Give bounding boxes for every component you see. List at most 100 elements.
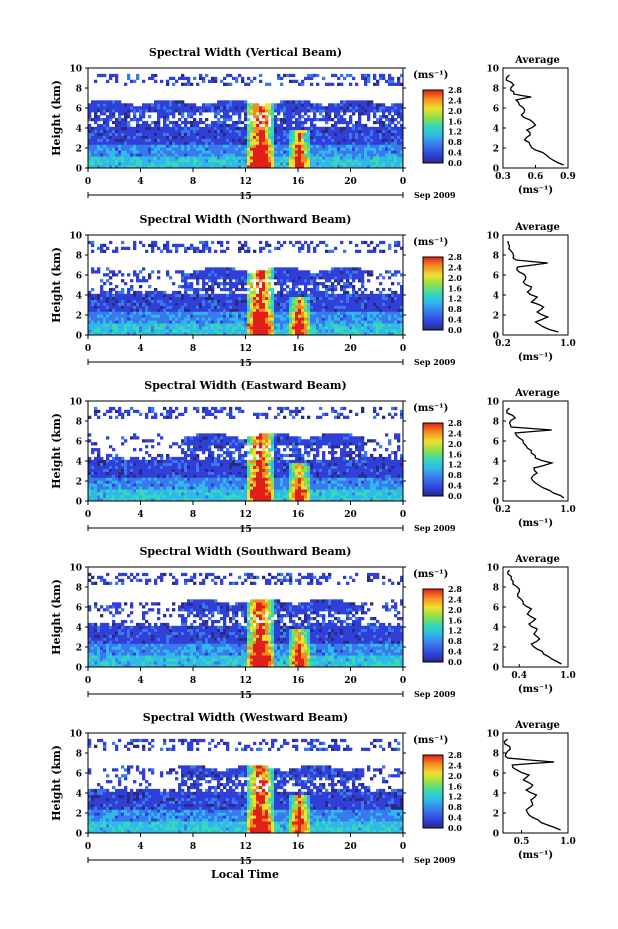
heatmap-cell bbox=[202, 141, 206, 145]
heatmap-cell bbox=[391, 76, 395, 81]
heatmap-cell bbox=[328, 302, 332, 306]
heatmap-cell bbox=[370, 320, 374, 324]
heatmap-cell bbox=[103, 296, 107, 300]
heatmap-cell bbox=[301, 308, 305, 312]
heatmap-cell bbox=[157, 471, 161, 475]
heatmap-cell bbox=[211, 79, 215, 83]
heatmap-cell bbox=[295, 165, 299, 169]
heatmap-cell bbox=[127, 329, 131, 333]
heatmap-cell bbox=[385, 162, 389, 166]
heatmap-cell bbox=[331, 132, 335, 136]
heatmap-cell bbox=[394, 135, 398, 139]
heatmap-cell bbox=[286, 100, 290, 104]
heatmap-cell bbox=[250, 109, 254, 113]
heatmap-cell bbox=[286, 305, 290, 309]
heatmap-cell bbox=[289, 323, 293, 327]
heatmap-cell bbox=[235, 165, 239, 169]
heatmap-cell bbox=[121, 106, 125, 110]
heatmap-cell bbox=[94, 296, 98, 300]
heatmap-cell bbox=[169, 138, 173, 142]
heatmap-cell bbox=[181, 243, 185, 248]
heatmap-cell bbox=[379, 311, 383, 315]
heatmap-cell bbox=[94, 483, 98, 487]
heatmap-cell bbox=[145, 135, 149, 139]
heatmap-cell bbox=[250, 120, 254, 125]
heatmap-cell bbox=[118, 323, 122, 327]
heatmap-cell bbox=[334, 246, 338, 250]
heatmap-cell bbox=[259, 296, 263, 300]
heatmap-cell bbox=[289, 276, 293, 280]
heatmap-cell bbox=[88, 118, 92, 122]
heatmap-cell bbox=[142, 314, 146, 318]
heatmap-cell bbox=[256, 299, 260, 303]
heatmap-cell bbox=[157, 329, 161, 333]
heatmap-cell bbox=[112, 311, 116, 315]
heatmap-cell bbox=[349, 267, 353, 271]
heatmap-cell bbox=[157, 144, 161, 148]
heatmap-cell bbox=[388, 323, 392, 327]
heatmap-cell bbox=[217, 270, 221, 274]
heatmap-cell bbox=[265, 129, 269, 133]
heatmap-cell bbox=[337, 144, 341, 148]
heatmap-cell bbox=[337, 332, 341, 336]
heatmap-cell bbox=[373, 106, 377, 110]
heatmap-cell bbox=[340, 165, 344, 169]
heatmap-cell bbox=[172, 156, 176, 160]
heatmap-cell bbox=[235, 287, 239, 292]
heatmap-cell bbox=[337, 279, 341, 283]
heatmap-cell bbox=[136, 123, 140, 128]
heatmap-cell bbox=[211, 159, 215, 163]
heatmap-cell bbox=[346, 120, 350, 125]
heatmap-cell bbox=[184, 150, 188, 154]
heatmap-cell bbox=[346, 159, 350, 163]
heatmap-cell bbox=[397, 115, 401, 119]
heatmap-cell bbox=[337, 282, 341, 286]
heatmap-cell bbox=[100, 471, 104, 475]
heatmap-cell bbox=[280, 126, 284, 131]
heatmap-cell bbox=[193, 76, 197, 81]
heatmap-cell bbox=[133, 147, 137, 151]
heatmap-cell bbox=[124, 329, 128, 333]
heatmap-cell bbox=[307, 73, 311, 78]
heatmap-cell bbox=[175, 126, 179, 131]
heatmap-cell bbox=[358, 270, 362, 274]
heatmap-cell bbox=[334, 296, 338, 300]
heatmap-cell bbox=[259, 299, 263, 303]
heatmap-cell bbox=[277, 332, 281, 336]
heatmap-cell bbox=[118, 308, 122, 312]
heatmap-cell bbox=[220, 129, 224, 133]
heatmap-cell bbox=[220, 156, 224, 160]
heatmap-cell bbox=[364, 159, 368, 163]
heatmap-cell bbox=[112, 308, 116, 312]
heatmap-cell bbox=[121, 320, 125, 324]
heatmap-cell bbox=[142, 162, 146, 166]
heatmap-cell bbox=[289, 314, 293, 318]
heatmap-cell bbox=[379, 296, 383, 300]
heatmap-cell bbox=[94, 126, 98, 131]
heatmap-cell bbox=[313, 320, 317, 324]
heatmap-cell bbox=[205, 308, 209, 312]
heatmap-cell bbox=[154, 317, 158, 321]
heatmap-cell bbox=[352, 326, 356, 330]
heatmap-cell bbox=[130, 474, 134, 478]
heatmap-cell bbox=[235, 276, 239, 280]
heatmap-cell bbox=[298, 109, 302, 113]
heatmap-cell bbox=[268, 305, 272, 309]
heatmap-cell bbox=[364, 112, 368, 116]
heatmap-cell bbox=[103, 129, 107, 133]
heatmap-cell bbox=[91, 483, 95, 487]
heatmap-cell bbox=[364, 129, 368, 133]
heatmap-cell bbox=[319, 135, 323, 139]
heatmap-cell bbox=[364, 106, 368, 110]
heatmap-cell bbox=[397, 106, 401, 110]
heatmap-cell bbox=[190, 276, 194, 280]
heatmap-cell bbox=[295, 156, 299, 160]
heatmap-cell bbox=[103, 459, 107, 464]
heatmap-cell bbox=[283, 118, 287, 122]
heatmap-cell bbox=[349, 308, 353, 312]
heatmap-cell bbox=[319, 138, 323, 142]
heatmap-cell bbox=[295, 293, 299, 298]
heatmap-cell bbox=[142, 276, 146, 280]
heatmap-cell bbox=[145, 299, 149, 303]
